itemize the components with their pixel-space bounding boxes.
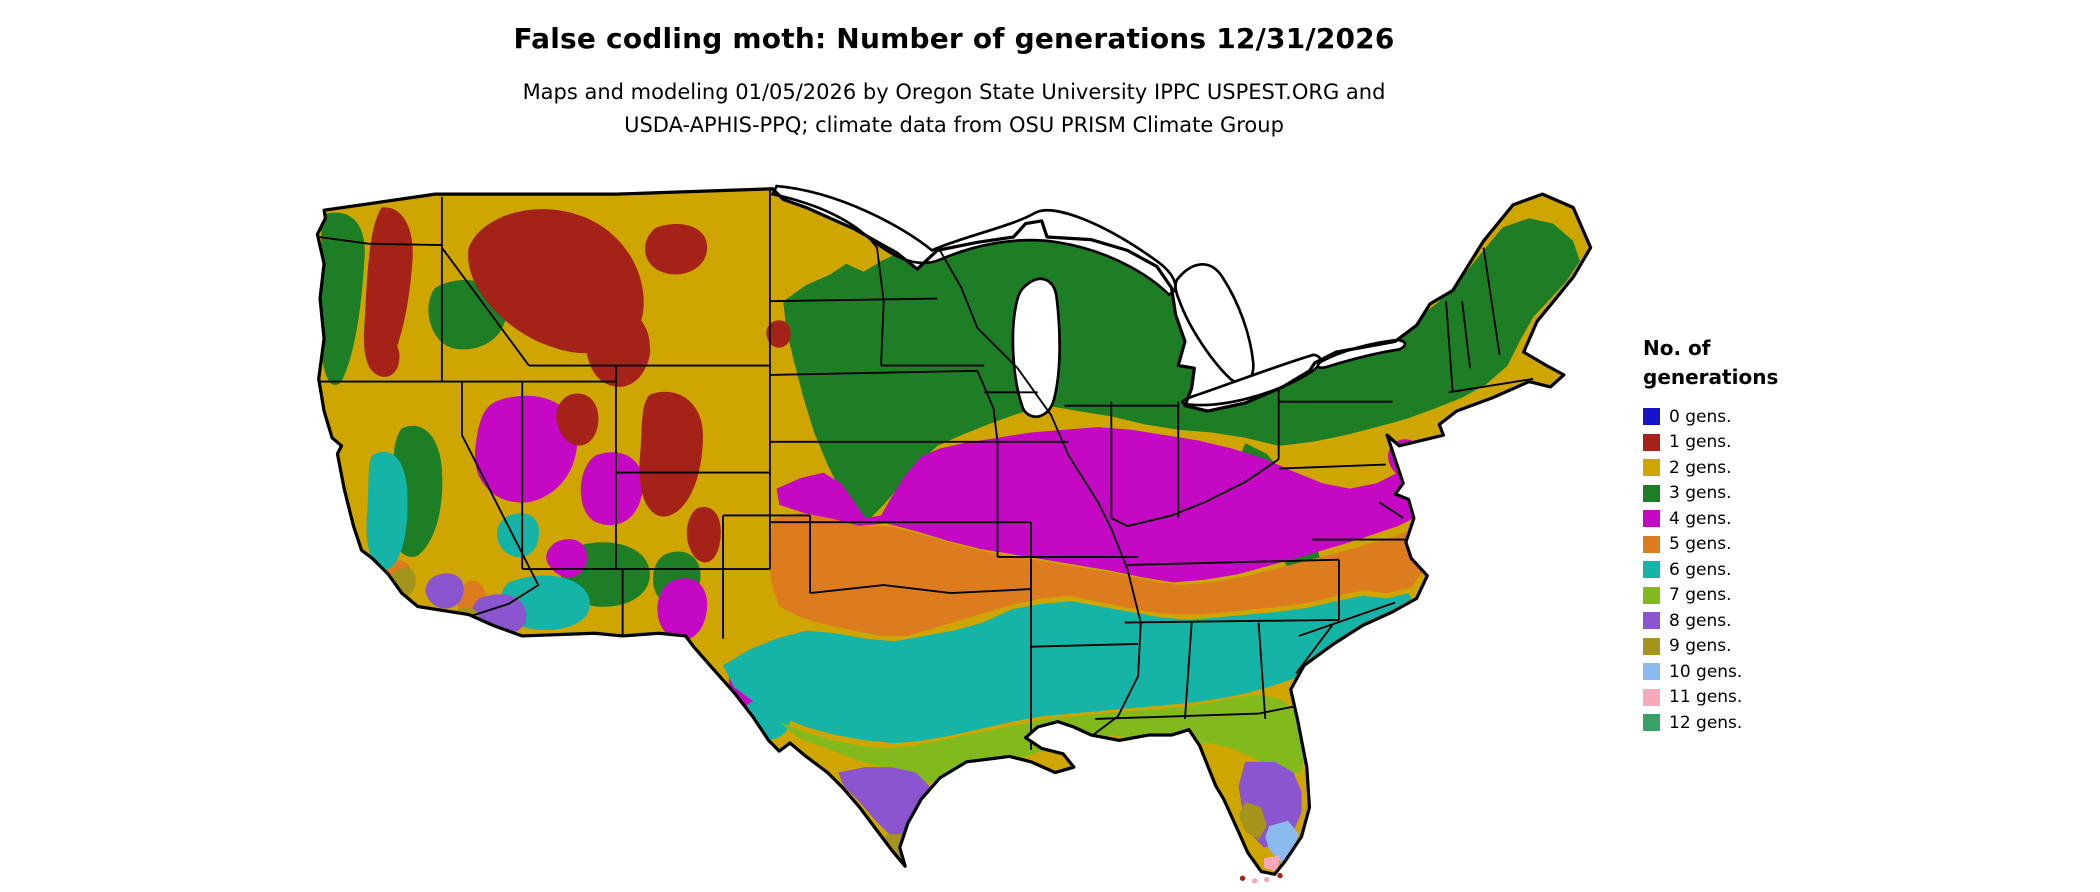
legend-swatch xyxy=(1643,484,1660,502)
legend-item: 8 gens. xyxy=(1643,608,1778,634)
legend-item-label: 1 gens. xyxy=(1669,432,1732,453)
map-patch-1-gens xyxy=(363,207,791,563)
lake-huron xyxy=(1174,263,1255,385)
legend-items: 0 gens. 1 gens. 2 gens. 3 gens. 4 gens. … xyxy=(1643,404,1778,736)
legend-item-label: 8 gens. xyxy=(1669,610,1732,631)
legend-item: 12 gens. xyxy=(1643,710,1778,736)
legend-swatch xyxy=(1643,408,1660,426)
us-generations-map xyxy=(308,167,1600,884)
legend-swatch xyxy=(1643,535,1660,553)
legend-item: 1 gens. xyxy=(1643,430,1778,456)
legend-item-label: 4 gens. xyxy=(1669,508,1732,529)
legend-swatch xyxy=(1643,637,1660,655)
legend-item-label: 9 gens. xyxy=(1669,636,1732,657)
legend-swatch xyxy=(1643,612,1660,630)
legend-swatch xyxy=(1643,510,1660,528)
legend-item: 2 gens. xyxy=(1643,455,1778,481)
legend-item: 10 gens. xyxy=(1643,659,1778,685)
legend-item: 0 gens. xyxy=(1643,404,1778,430)
legend-swatch xyxy=(1643,459,1660,477)
legend-swatch xyxy=(1643,663,1660,681)
legend-item-label: 11 gens. xyxy=(1669,687,1743,708)
legend-title-line-2: generations xyxy=(1643,365,1779,389)
legend-item-label: 2 gens. xyxy=(1669,457,1732,478)
map-patch-11-gens xyxy=(1263,855,1281,872)
legend-swatch xyxy=(1643,561,1660,579)
subtitle-line-1: Maps and modeling 01/05/2026 by Oregon S… xyxy=(522,80,1386,104)
legend-item-label: 12 gens. xyxy=(1669,712,1743,733)
legend-swatch xyxy=(1643,714,1660,732)
legend-item-label: 10 gens. xyxy=(1669,661,1743,682)
lake-michigan xyxy=(1011,277,1061,418)
great-lakes xyxy=(770,184,1407,418)
legend-item-label: 0 gens. xyxy=(1669,406,1732,427)
legend-swatch xyxy=(1643,586,1660,604)
legend-item: 9 gens. xyxy=(1643,634,1778,660)
map-band-4-gens xyxy=(474,332,1428,708)
legend-title-line-1: No. of xyxy=(1643,336,1711,360)
legend-item: 7 gens. xyxy=(1643,583,1778,609)
legend: No. of generations 0 gens. 1 gens. 2 gen… xyxy=(1643,334,1778,736)
legend-item: 3 gens. xyxy=(1643,481,1778,507)
subtitle-line-2: USDA-APHIS-PPQ; climate data from OSU PR… xyxy=(624,113,1284,137)
legend-title: No. of generations xyxy=(1643,334,1778,392)
legend-item: 5 gens. xyxy=(1643,532,1778,558)
lake-superior xyxy=(770,184,1177,297)
legend-item: 6 gens. xyxy=(1643,557,1778,583)
florida-keys xyxy=(1239,872,1283,884)
figure-title: False codling moth: Number of generation… xyxy=(513,22,1395,55)
legend-swatch xyxy=(1643,688,1660,706)
legend-item: 4 gens. xyxy=(1643,506,1778,532)
legend-item-label: 7 gens. xyxy=(1669,585,1732,606)
legend-item-label: 5 gens. xyxy=(1669,534,1732,555)
figure-subtitle: Maps and modeling 01/05/2026 by Oregon S… xyxy=(308,76,1600,142)
legend-item: 11 gens. xyxy=(1643,685,1778,711)
legend-item-label: 6 gens. xyxy=(1669,559,1732,580)
map-band-6-gens xyxy=(366,451,1417,744)
legend-swatch xyxy=(1643,433,1660,451)
us-map-svg xyxy=(315,184,1593,884)
us-outline xyxy=(315,187,1593,876)
state-borders xyxy=(318,190,1534,750)
legend-item-label: 3 gens. xyxy=(1669,483,1732,504)
